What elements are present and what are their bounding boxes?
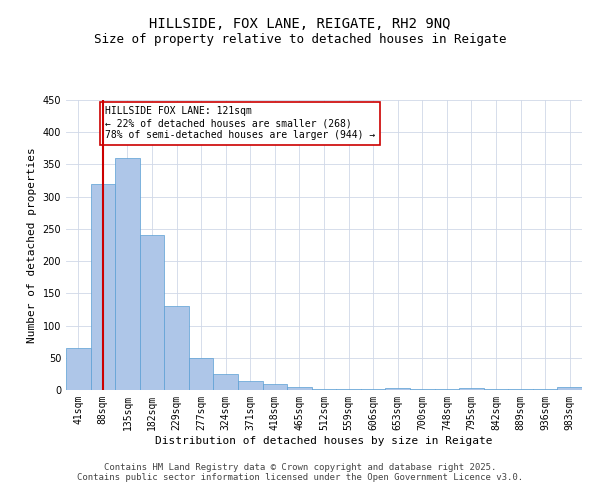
Bar <box>66 348 91 390</box>
Bar <box>557 388 582 390</box>
Bar <box>263 384 287 390</box>
Text: Size of property relative to detached houses in Reigate: Size of property relative to detached ho… <box>94 32 506 46</box>
Bar <box>115 158 140 390</box>
Bar <box>164 306 189 390</box>
Y-axis label: Number of detached properties: Number of detached properties <box>27 147 37 343</box>
Bar <box>385 388 410 390</box>
Text: Contains HM Land Registry data © Crown copyright and database right 2025.
Contai: Contains HM Land Registry data © Crown c… <box>77 463 523 482</box>
Text: HILLSIDE FOX LANE: 121sqm
← 22% of detached houses are smaller (268)
78% of semi: HILLSIDE FOX LANE: 121sqm ← 22% of detac… <box>106 106 376 140</box>
Text: HILLSIDE, FOX LANE, REIGATE, RH2 9NQ: HILLSIDE, FOX LANE, REIGATE, RH2 9NQ <box>149 18 451 32</box>
Bar <box>238 381 263 390</box>
X-axis label: Distribution of detached houses by size in Reigate: Distribution of detached houses by size … <box>155 436 493 446</box>
Bar <box>287 388 312 390</box>
Bar <box>459 388 484 390</box>
Bar <box>189 358 214 390</box>
Bar <box>91 184 115 390</box>
Bar <box>214 374 238 390</box>
Bar <box>140 236 164 390</box>
Bar <box>312 388 336 390</box>
